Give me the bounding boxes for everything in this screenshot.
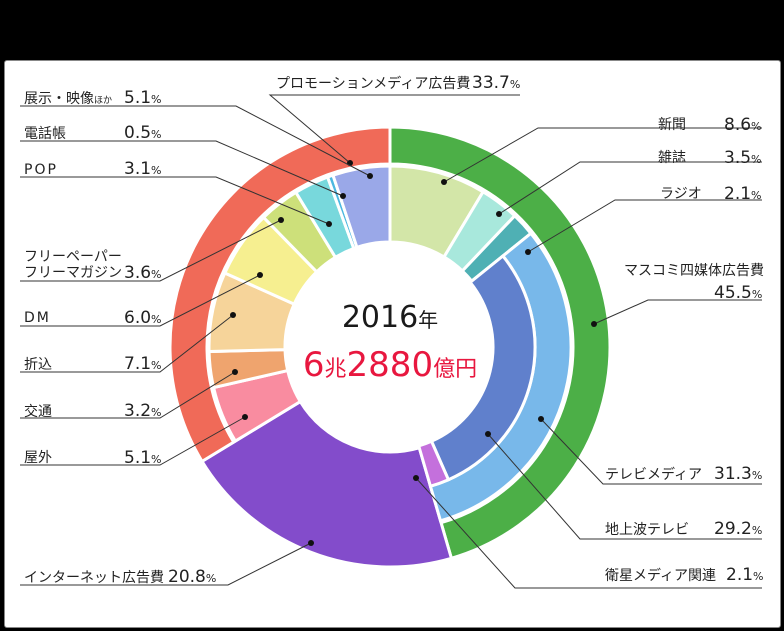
value-internet: 20.8%: [168, 567, 217, 587]
leader-line-kotsu: [20, 371, 236, 419]
segment-inner-1: [416, 439, 451, 489]
value-eisei: 2.1%: [726, 565, 764, 585]
value-pop: 3.1%: [124, 159, 162, 179]
leader-line-shinbun: [443, 127, 762, 183]
label-kotsu: 交通: [24, 404, 52, 420]
leader-dot-zasshi: [496, 211, 502, 217]
label-free-1: フリーペーパー: [24, 249, 122, 265]
leader-dot-pop: [326, 221, 332, 227]
leader-line-pop: [20, 176, 330, 225]
center-year: 2016年: [341, 300, 439, 335]
leader-line-denwa: [20, 140, 344, 197]
leader-dot-okugai: [242, 414, 248, 420]
leader-dot-tenji: [367, 173, 373, 179]
leader-line-zasshi: [498, 161, 762, 215]
label-free-2: フリーマガジン: [24, 265, 122, 281]
leader-line-chijoha: [487, 433, 762, 540]
value-zasshi: 3.5%: [724, 148, 762, 168]
label-denwa: 電話帳: [24, 126, 66, 142]
leader-dot-masukomi: [591, 321, 597, 327]
segment-mid-12: [331, 164, 392, 250]
leader-line-orikomi: [20, 314, 234, 373]
leader-line-tenji: [20, 105, 371, 177]
label-radio: ラジオ: [660, 186, 702, 202]
value-chijoha: 29.2%: [714, 519, 763, 539]
label-orikomi: 折込: [24, 357, 52, 373]
label-zasshi: 雑誌: [658, 150, 686, 166]
label-masukomi: マスコミ四媒体広告費: [624, 263, 764, 279]
segment-promo: [168, 125, 392, 464]
leader-dot-radio: [525, 249, 531, 255]
leader-line-promo: [268, 94, 520, 164]
value-okugai: 5.1%: [124, 448, 162, 468]
leader-dot-dm: [257, 272, 263, 278]
value-tv: 31.3%: [714, 464, 763, 484]
value-masukomi: 45.5%: [714, 283, 763, 303]
leader-dot-denwa: [340, 193, 346, 199]
label-internet: インターネット広告費: [24, 570, 164, 586]
leader-dot-kotsu: [232, 369, 238, 375]
leader-line-masukomi: [593, 299, 762, 325]
leader-dot-tv: [538, 416, 544, 422]
leader-dot-orikomi: [230, 312, 236, 318]
leader-line-tv: [540, 418, 762, 485]
leader-dot-free: [278, 217, 284, 223]
label-shinbun: 新聞: [658, 117, 686, 133]
leader-line-internet: [20, 542, 312, 586]
value-orikomi: 7.1%: [124, 354, 162, 374]
leader-dot-eisei: [413, 475, 419, 481]
leader-line-okugai: [20, 416, 246, 466]
label-okugai: 屋外: [24, 450, 52, 466]
value-shinbun: 8.6%: [724, 115, 762, 135]
segment-internet: [199, 399, 454, 569]
leader-line-free: [20, 219, 282, 282]
center-total: 6兆2880億円: [302, 345, 478, 385]
leader-line-radio: [527, 199, 762, 253]
leader-dot-chijoha: [485, 431, 491, 437]
value-kotsu: 3.2%: [124, 401, 162, 421]
label-eisei: 衛星メディア関連: [605, 568, 717, 584]
label-chijoha: 地上波テレビ: [605, 522, 689, 538]
value-tenji: 5.1%: [124, 88, 162, 108]
label-dm: DM: [24, 310, 51, 326]
value-denwa: 0.5%: [124, 123, 162, 143]
label-pop: POP: [24, 162, 58, 178]
label-tenji: 展示・映像ほか: [24, 91, 113, 107]
value-free: 3.6%: [124, 263, 162, 283]
value-promo: 33.7%: [472, 73, 521, 93]
leader-line-dm: [20, 274, 261, 327]
leader-dot-shinbun: [441, 179, 447, 185]
leader-line-eisei: [415, 477, 762, 589]
value-dm: 6.0%: [124, 308, 162, 328]
label-promo: プロモーションメディア広告費: [276, 76, 471, 92]
label-tv: テレビメディア: [605, 467, 703, 483]
value-radio: 2.1%: [724, 184, 762, 204]
leader-dot-internet: [308, 540, 314, 546]
